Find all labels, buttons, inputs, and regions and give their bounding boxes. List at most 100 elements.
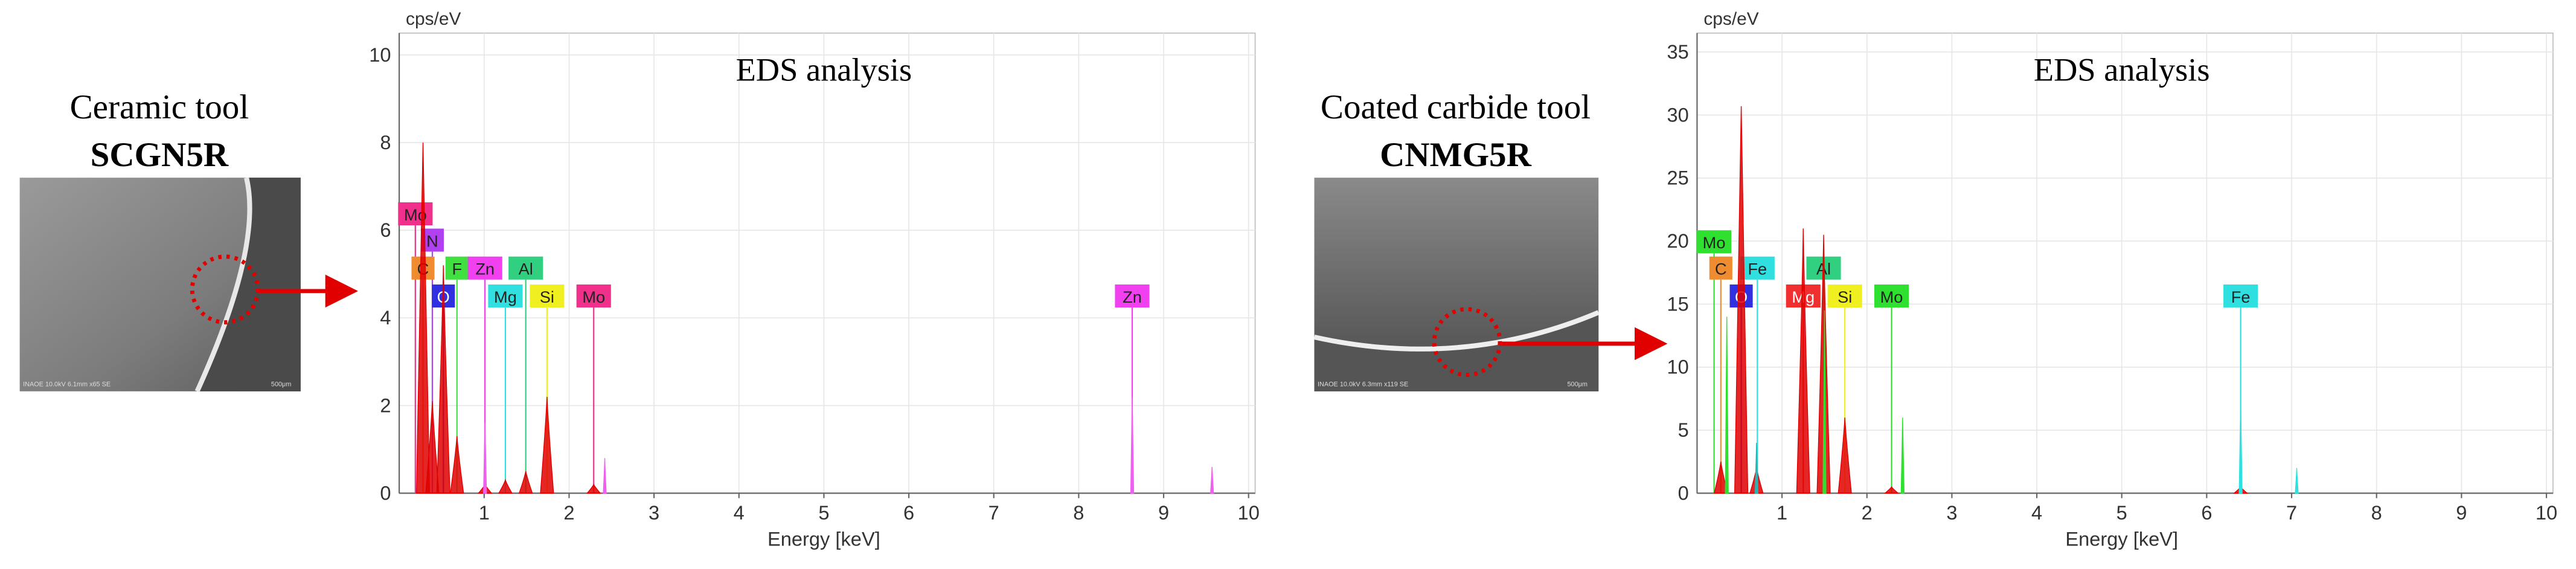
element-label-box (508, 256, 543, 280)
x-tick-label: 5 (818, 501, 829, 524)
element-label-text: N (426, 231, 438, 250)
element-label-box (1874, 284, 1909, 308)
y-tick-label: 30 (1667, 103, 1689, 126)
element-label: Zn (1115, 284, 1150, 308)
peak (1796, 228, 1810, 494)
element-label: Al (508, 256, 543, 280)
element-label-box (576, 284, 611, 308)
x-axis-label: Energy [keV] (2065, 528, 2178, 550)
peak (540, 396, 554, 494)
x-tick-label: 4 (2031, 501, 2042, 524)
sem-image: INAOE 10.0kV 6.1mm x65 SE 500μm (19, 177, 301, 393)
panel-caption: Coated carbide tool (1321, 88, 1591, 126)
x-tick-label: 10 (1238, 501, 1260, 524)
element-label-text: Mg (494, 288, 517, 306)
y-tick-label: 4 (380, 306, 391, 329)
x-tick-label: 1 (479, 501, 490, 524)
y-tick-label: 6 (380, 219, 391, 241)
x-tick-label: 8 (2371, 501, 2382, 524)
element-label-box (1115, 284, 1150, 308)
y-tick-label: 2 (380, 394, 391, 416)
panel-tool: SCGN5R (91, 136, 229, 174)
element-label-box (445, 256, 469, 280)
sem-image: INAOE 10.0kV 6.3mm x119 SE 500μm (1313, 178, 1600, 391)
chart-title: EDS analysis (736, 52, 912, 88)
x-tick-label: 3 (1946, 501, 1957, 524)
peak (1900, 417, 1905, 494)
element-label: F (445, 256, 469, 280)
element-label-box (488, 284, 523, 308)
element-label: Mo (576, 284, 611, 308)
element-label-text: Si (1837, 288, 1852, 306)
peak (1837, 417, 1852, 494)
x-tick-label: 8 (1073, 501, 1084, 524)
peak (603, 458, 607, 494)
element-label-box (1740, 256, 1775, 280)
panel-tool: CNMG5R (1380, 136, 1531, 174)
y-tick-label: 8 (380, 131, 391, 153)
element-label: C (1709, 256, 1732, 280)
peak (1130, 396, 1135, 494)
y-tick-label: 5 (1678, 419, 1689, 441)
element-label: Mo (1874, 284, 1909, 308)
image-info: INAOE 10.0kV 6.1mm x65 SE (23, 381, 111, 388)
element-label: Si (530, 284, 565, 308)
x-tick-label: 9 (1158, 501, 1169, 524)
y-tick-label: 35 (1667, 40, 1689, 63)
x-tick-label: 6 (903, 501, 914, 524)
element-label-text: Mo (582, 288, 605, 306)
x-tick-label: 7 (2286, 501, 2297, 524)
peak (415, 143, 431, 494)
element-label-box (1697, 230, 1732, 254)
element-label-text: Al (519, 260, 533, 278)
y-tick-label: 10 (1667, 356, 1689, 378)
element-label: Fe (1740, 256, 1775, 280)
peak (518, 471, 533, 494)
peak (483, 423, 487, 494)
element-label: Si (1827, 284, 1862, 308)
element-label-text: Zn (1123, 288, 1142, 306)
element-label-box (398, 202, 433, 226)
x-tick-label: 10 (2536, 501, 2557, 524)
x-tick-label: 5 (2116, 501, 2127, 524)
peak (1210, 466, 1214, 494)
image-info: INAOE 10.0kV 6.3mm x119 SE (1318, 381, 1408, 388)
element-label-text: Mo (1703, 233, 1726, 252)
y-tick-label: 25 (1667, 167, 1689, 189)
element-label-text: C (1715, 260, 1727, 278)
element-label-box (530, 284, 565, 308)
peak (1754, 443, 1759, 494)
y-tick-label: 0 (380, 481, 391, 504)
element-label-text: Zn (475, 260, 495, 278)
element-label-text: F (452, 260, 462, 278)
x-tick-label: 2 (1862, 501, 1873, 524)
peak (1883, 486, 1900, 494)
x-tick-label: 6 (2201, 501, 2212, 524)
element-label: Zn (467, 256, 502, 280)
x-tick-label: 7 (988, 501, 999, 524)
peak (586, 483, 601, 494)
x-tick-label: 2 (563, 501, 574, 524)
peak (436, 265, 450, 494)
element-label: Mo (1697, 230, 1732, 254)
peak (2295, 468, 2299, 494)
element-label-text: Mo (1880, 288, 1903, 306)
panel-caption: Ceramic tool (70, 88, 249, 126)
y-axis-label: cps/eV (406, 9, 461, 29)
peak (1725, 317, 1729, 494)
x-axis-label: Energy [keV] (767, 528, 880, 550)
element-label-box (2223, 284, 2258, 308)
chart-title: EDS analysis (2034, 52, 2210, 88)
element-label: Mg (488, 284, 523, 308)
y-tick-label: 15 (1667, 292, 1689, 315)
element-label: Mo (398, 202, 433, 226)
x-tick-label: 1 (1777, 501, 1787, 524)
x-tick-label: 4 (734, 501, 745, 524)
element-label-text: Fe (2231, 288, 2251, 306)
element-label-text: Fe (1748, 260, 1767, 278)
peak (1822, 310, 1827, 494)
y-tick-label: 20 (1667, 230, 1689, 252)
scale-bar: 500μm (1568, 381, 1588, 388)
element-label: Fe (2223, 284, 2258, 308)
